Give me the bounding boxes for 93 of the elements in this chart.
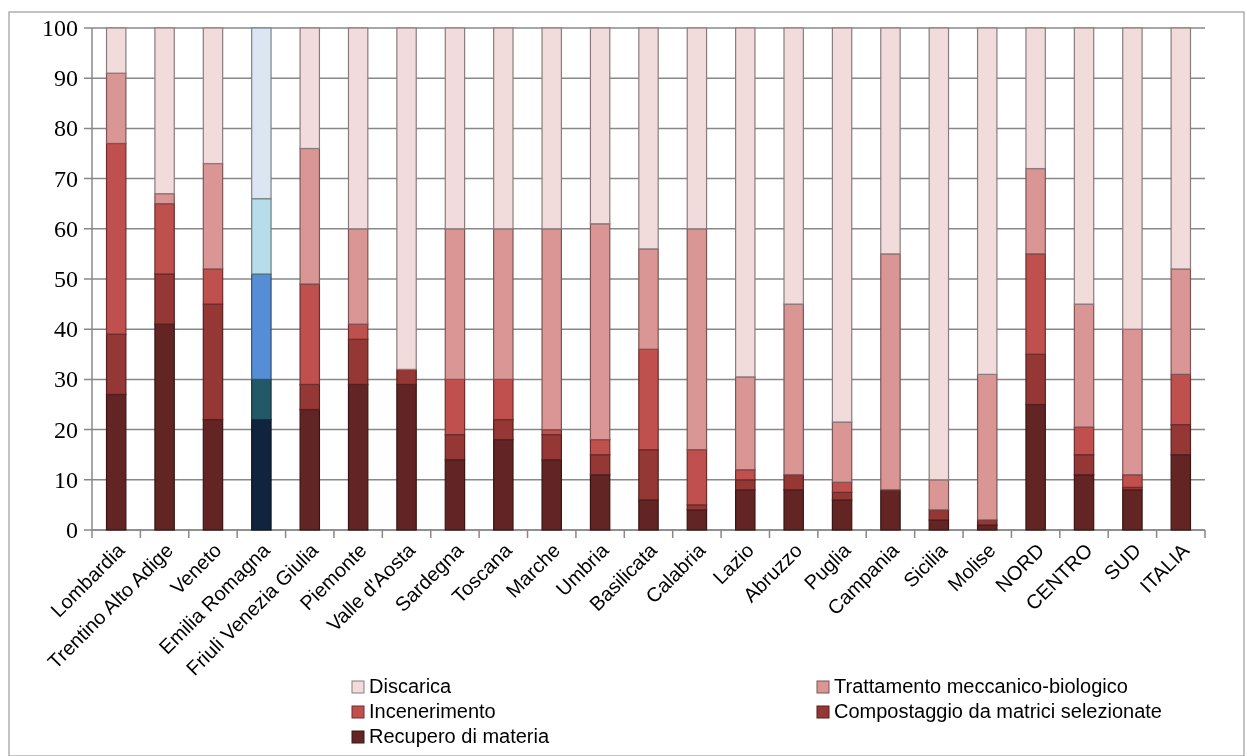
- bar: [1025, 353, 1046, 406]
- bar: [1073, 474, 1095, 531]
- bar: [880, 253, 901, 491]
- bar: [1170, 268, 1192, 375]
- bar: [1170, 373, 1192, 426]
- bar: [105, 72, 127, 145]
- y-tick-label: 20: [54, 416, 78, 443]
- bar: [638, 348, 659, 451]
- bar: [251, 418, 272, 531]
- bar: [347, 228, 369, 325]
- y-tick-label: 10: [54, 466, 78, 493]
- legend-label: Recupero di materia: [369, 725, 550, 747]
- bar: [493, 228, 514, 380]
- y-tick-label: 80: [54, 115, 78, 142]
- bar: [251, 273, 272, 380]
- bar: [1073, 426, 1095, 456]
- bar: [444, 434, 466, 461]
- bar: [589, 474, 611, 531]
- bar: [1073, 454, 1095, 476]
- bar: [831, 421, 853, 483]
- bar: [347, 338, 369, 386]
- bar: [1122, 328, 1143, 476]
- bar: [1170, 423, 1192, 456]
- bar: [686, 449, 708, 506]
- y-tick-label: 0: [66, 517, 78, 543]
- bar: [105, 393, 127, 531]
- bar: [589, 454, 611, 476]
- legend-label: Incenerimento: [369, 700, 496, 722]
- bar: [444, 228, 466, 380]
- bar: [396, 383, 417, 531]
- bar: [541, 228, 562, 431]
- bar: [493, 439, 514, 531]
- bar: [541, 459, 562, 531]
- bar: [1122, 474, 1143, 488]
- bar: [638, 248, 659, 350]
- bar: [831, 499, 853, 531]
- y-tick-label: 100: [42, 15, 78, 41]
- bar: [154, 323, 175, 531]
- legend-label: Trattamento meccanico-biologico: [834, 675, 1128, 697]
- bar: [251, 198, 272, 275]
- y-tick-label: 50: [54, 266, 78, 292]
- y-tick-label: 30: [54, 366, 78, 393]
- bar: [686, 509, 708, 531]
- bar: [1025, 253, 1046, 355]
- bar: [444, 459, 466, 531]
- bar: [783, 489, 804, 531]
- bar: [105, 333, 127, 396]
- bar: [396, 368, 417, 386]
- bar: [1170, 454, 1192, 531]
- bar: [347, 383, 369, 531]
- bar: [976, 373, 998, 521]
- bar: [1073, 303, 1095, 428]
- bar: [299, 408, 321, 531]
- bar: [105, 142, 127, 335]
- y-tick-label: 60: [54, 215, 78, 242]
- bar: [299, 283, 321, 386]
- legend-label: Compostaggio da matrici selezionate: [834, 700, 1162, 722]
- bar: [1025, 403, 1046, 531]
- y-tick-label: 70: [54, 165, 78, 192]
- y-tick-label: 90: [54, 65, 78, 92]
- bar: [299, 383, 321, 411]
- bar: [1122, 489, 1143, 531]
- bar: [154, 273, 175, 325]
- bar: [686, 228, 708, 451]
- bar: [202, 268, 224, 305]
- bar: [202, 162, 224, 270]
- bar: [638, 499, 659, 531]
- bar: [831, 491, 853, 501]
- bar: [880, 489, 901, 531]
- bar: [589, 223, 611, 441]
- bar: [493, 418, 514, 441]
- bar: [154, 203, 175, 275]
- bar: [589, 439, 611, 456]
- bar: [735, 479, 756, 491]
- bar: [928, 479, 950, 511]
- bar: [251, 378, 272, 421]
- bar: [154, 193, 175, 205]
- bar: [735, 489, 756, 531]
- bar: [541, 434, 562, 461]
- bar: [783, 303, 804, 476]
- y-tick-label: 40: [54, 316, 78, 343]
- bar: [444, 378, 466, 436]
- legend-label: Discarica: [369, 675, 453, 697]
- bar: [347, 323, 369, 340]
- bar: [1025, 167, 1046, 255]
- bar: [735, 469, 756, 481]
- bar: [299, 147, 321, 285]
- bar: [202, 418, 224, 531]
- bar: [783, 474, 804, 491]
- bar: [638, 449, 659, 501]
- bar: [493, 378, 514, 421]
- bar: [202, 303, 224, 421]
- bar: [735, 376, 756, 471]
